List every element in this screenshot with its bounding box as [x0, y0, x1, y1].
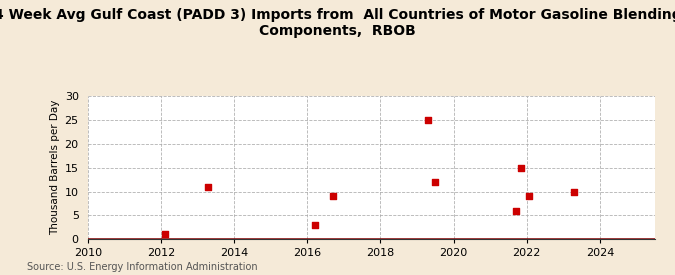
Point [423, 118, 433, 122]
Point [510, 208, 521, 213]
Point [430, 180, 441, 184]
Point [159, 232, 170, 237]
Text: Source: U.S. Energy Information Administration: Source: U.S. Energy Information Administ… [27, 262, 258, 272]
Point [327, 194, 338, 199]
Point [203, 185, 214, 189]
Text: 4 Week Avg Gulf Coast (PADD 3) Imports from  All Countries of Motor Gasoline Ble: 4 Week Avg Gulf Coast (PADD 3) Imports f… [0, 8, 675, 38]
Point [569, 189, 580, 194]
Y-axis label: Thousand Barrels per Day: Thousand Barrels per Day [51, 100, 61, 235]
Point [516, 166, 526, 170]
Point [309, 223, 320, 227]
Point [523, 194, 534, 199]
